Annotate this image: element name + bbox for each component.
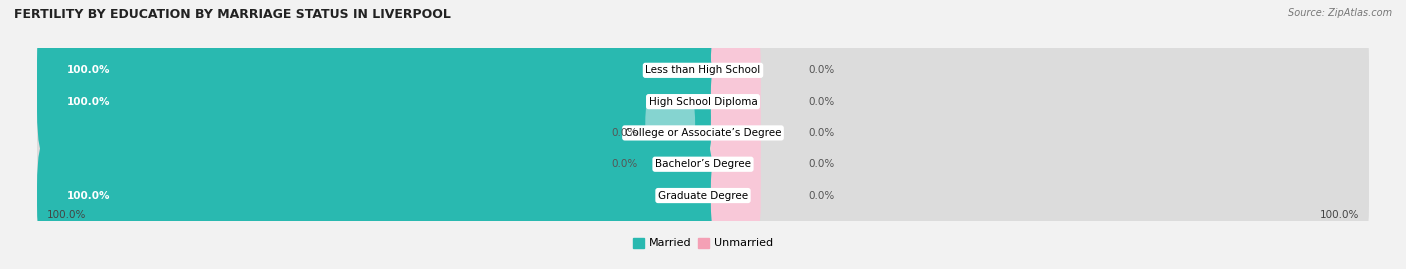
FancyBboxPatch shape xyxy=(37,139,713,252)
Text: 0.0%: 0.0% xyxy=(808,190,834,200)
FancyBboxPatch shape xyxy=(711,161,761,230)
Text: FERTILITY BY EDUCATION BY MARRIAGE STATUS IN LIVERPOOL: FERTILITY BY EDUCATION BY MARRIAGE STATU… xyxy=(14,8,451,21)
Text: Less than High School: Less than High School xyxy=(645,65,761,75)
Text: 0.0%: 0.0% xyxy=(808,159,834,169)
FancyBboxPatch shape xyxy=(37,76,1369,190)
FancyBboxPatch shape xyxy=(711,67,761,136)
FancyBboxPatch shape xyxy=(711,129,761,199)
Text: 0.0%: 0.0% xyxy=(808,97,834,107)
Text: 0.0%: 0.0% xyxy=(808,65,834,75)
Text: 0.0%: 0.0% xyxy=(612,159,637,169)
Text: 100.0%: 100.0% xyxy=(46,210,86,220)
Text: 100.0%: 100.0% xyxy=(66,97,110,107)
Text: 100.0%: 100.0% xyxy=(66,65,110,75)
FancyBboxPatch shape xyxy=(37,14,1369,127)
Text: Source: ZipAtlas.com: Source: ZipAtlas.com xyxy=(1288,8,1392,18)
FancyBboxPatch shape xyxy=(711,98,761,168)
FancyBboxPatch shape xyxy=(37,45,713,158)
FancyBboxPatch shape xyxy=(37,108,1369,221)
Text: College or Associate’s Degree: College or Associate’s Degree xyxy=(624,128,782,138)
Text: 0.0%: 0.0% xyxy=(808,128,834,138)
Text: 100.0%: 100.0% xyxy=(1320,210,1360,220)
Text: High School Diploma: High School Diploma xyxy=(648,97,758,107)
FancyBboxPatch shape xyxy=(645,98,695,168)
FancyBboxPatch shape xyxy=(645,129,695,199)
Text: Bachelor’s Degree: Bachelor’s Degree xyxy=(655,159,751,169)
Text: 0.0%: 0.0% xyxy=(612,128,637,138)
Text: 100.0%: 100.0% xyxy=(66,190,110,200)
FancyBboxPatch shape xyxy=(37,45,1369,158)
Text: Graduate Degree: Graduate Degree xyxy=(658,190,748,200)
FancyBboxPatch shape xyxy=(37,139,1369,252)
Legend: Married, Unmarried: Married, Unmarried xyxy=(628,233,778,253)
FancyBboxPatch shape xyxy=(37,14,713,127)
FancyBboxPatch shape xyxy=(711,36,761,105)
